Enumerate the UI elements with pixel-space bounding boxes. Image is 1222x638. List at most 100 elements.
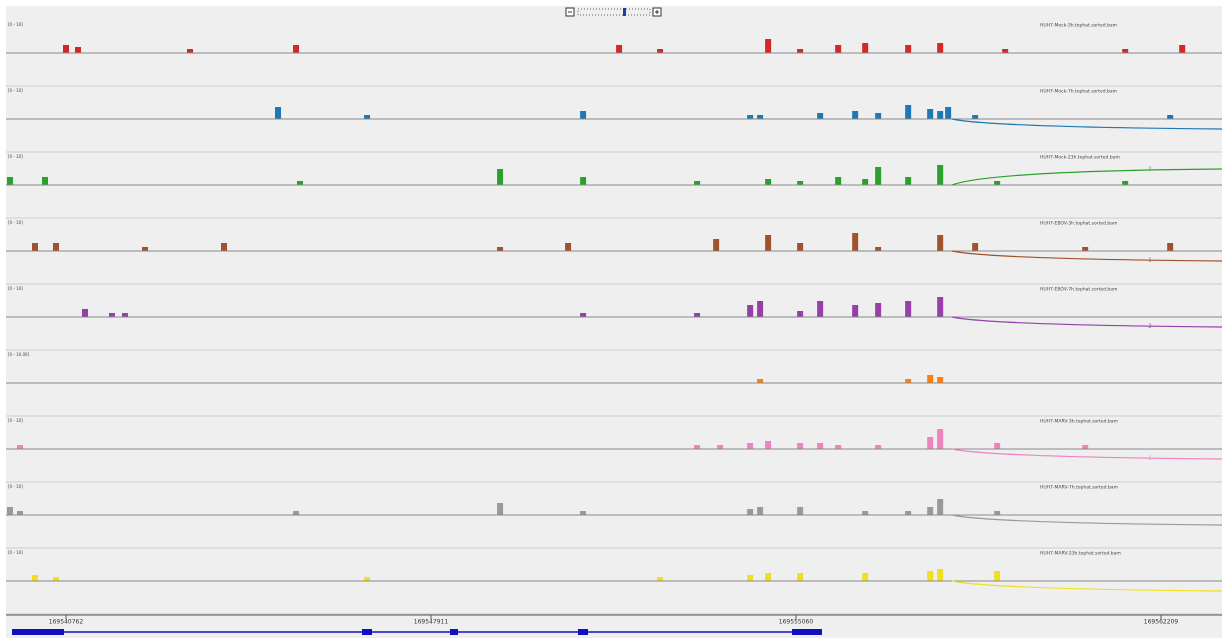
coverage-bar [1167, 243, 1174, 251]
coverage-bar [797, 443, 804, 449]
coverage-bar [862, 43, 869, 53]
coverage-bar [52, 577, 59, 581]
coverage-bar [937, 165, 944, 185]
coverage-bar [31, 243, 38, 251]
coverage-bar [713, 239, 720, 251]
track-name: HUH7-Mock-7h.tophat.sorted.bam [1040, 89, 1117, 95]
coverage-bar [1082, 247, 1089, 251]
coverage-bar [875, 167, 882, 185]
track-name: HUH7-MARV-23h.tophat.sorted.bam [1040, 551, 1121, 557]
track-range: [0 - 10.00] [8, 352, 30, 357]
exon [792, 629, 822, 635]
coverage-bar [717, 445, 724, 449]
exon [12, 629, 64, 635]
coverage-bar [747, 575, 754, 581]
track-range: [0 - 10] [8, 88, 23, 93]
coverage-bar [852, 111, 859, 119]
coverage-bar [927, 437, 934, 449]
coverage-bar [1167, 115, 1174, 119]
coverage-bar [6, 507, 13, 515]
coverage-bar [81, 309, 88, 317]
coverage-bar [497, 503, 504, 515]
track-name: HUH7-EBOV-7h.tophat.sorted.bam [1040, 287, 1117, 293]
coverage-bar [875, 247, 882, 251]
coverage-bar [16, 445, 23, 449]
coverage-bar [657, 49, 664, 53]
coverage-bar [937, 429, 944, 449]
junction-label: 2 [1148, 324, 1151, 330]
track-name: HUH7-MARV-3h.tophat.sorted.bam [1040, 419, 1118, 425]
coverage-bar [1122, 49, 1129, 53]
track-range: [0 - 10] [8, 550, 23, 555]
coverage-bar [927, 507, 934, 515]
coverage-bar [852, 305, 859, 317]
coverage-bar [747, 115, 754, 119]
junction-arc [951, 118, 1222, 130]
coverage-bar [994, 181, 1001, 185]
gene-track [12, 629, 822, 635]
coverage-bar [835, 177, 842, 185]
coverage-bar [765, 179, 772, 185]
track-range: [0 - 10] [8, 484, 23, 489]
junction-arc [951, 168, 1222, 186]
coverage-bar [364, 115, 371, 119]
coverage-bar [937, 569, 944, 581]
coverage-bar [62, 45, 69, 53]
coverage-bar [972, 115, 979, 119]
coverage-bar [797, 181, 804, 185]
coverage-bar [757, 507, 764, 515]
coverage-bar [765, 441, 772, 449]
coverage-bar [221, 243, 228, 251]
junction-label: 1 [1148, 258, 1151, 264]
coverage-bar [765, 573, 772, 581]
coverage-bar [497, 247, 504, 251]
coverage-bar [1179, 45, 1186, 53]
zoom-scale[interactable] [577, 8, 651, 16]
coverage-bar [875, 303, 882, 317]
coverage-bar [565, 243, 572, 251]
junction-arc [951, 316, 1222, 328]
coverage-bar [1002, 49, 1009, 53]
coverage-bar [580, 511, 587, 515]
zoom-level [623, 8, 626, 16]
coverage-bar [937, 377, 944, 383]
zoom-widget[interactable] [565, 7, 662, 17]
coverage-bar [74, 47, 81, 53]
coverage-bar [862, 511, 869, 515]
coverage-bar [1082, 445, 1089, 449]
ruler-label: 169555060 [779, 619, 814, 626]
coverage-bar [142, 247, 149, 251]
coverage-bar [275, 107, 282, 119]
coverage-bar [797, 507, 804, 515]
coverage-bar [797, 243, 804, 251]
panel [6, 6, 1222, 638]
junction-arc [951, 448, 1222, 460]
junction-arc [951, 250, 1222, 262]
exon [362, 629, 372, 635]
coverage-bar [747, 509, 754, 515]
coverage-bar [905, 511, 912, 515]
ruler-label: 169562209 [1144, 619, 1179, 626]
coverage-bar [293, 45, 300, 53]
coverage-bar [905, 379, 912, 383]
coverage-bar [657, 577, 664, 581]
coverage-bar [297, 181, 304, 185]
coverage-bar [187, 49, 194, 53]
coverage-bar [797, 573, 804, 581]
coverage-bar [905, 177, 912, 185]
coverage-bar [905, 45, 912, 53]
coverage-bar [108, 313, 115, 317]
coverage-bar [852, 233, 859, 251]
ruler-label: 169547911 [414, 619, 449, 626]
coverage-bar [747, 305, 754, 317]
track-name: HUH7-MARV-7h.tophat.sorted.bam [1040, 485, 1118, 491]
track-range: [0 - 10] [8, 154, 23, 159]
coverage-bar [765, 39, 772, 53]
coverage-bar [16, 511, 23, 515]
coverage-bar [6, 177, 13, 185]
coverage-bar [835, 45, 842, 53]
coverage-bar [817, 113, 824, 119]
coverage-bar [580, 111, 587, 119]
track-range: [0 - 10] [8, 418, 23, 423]
